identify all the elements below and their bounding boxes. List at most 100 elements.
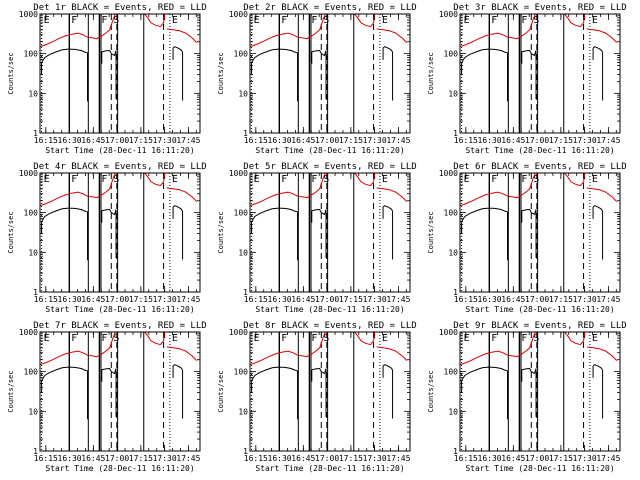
lld-series-line: [460, 332, 536, 366]
panel-title: Det 8r BLACK = Events, RED = LLD: [243, 321, 416, 331]
y-tick-label: 100: [234, 50, 249, 59]
x-tick-label: 16:45: [291, 454, 315, 463]
plot-frame: [39, 13, 201, 134]
x-tick-label: 17:15: [549, 136, 573, 145]
x-tick-label: 16:45: [501, 295, 525, 304]
chart-panel-1: Det 1r BLACK = Events, RED = LLD Counts/s…: [7, 3, 207, 155]
series-group: [460, 332, 618, 420]
marker-label: E: [464, 333, 470, 344]
lld-series-line: [564, 14, 586, 28]
events-series-line: [172, 46, 184, 53]
marker-label: E: [382, 15, 388, 26]
lld-series-line: [250, 14, 326, 48]
x-tick-label: 17:15: [129, 136, 153, 145]
x-tick-label: 17:45: [386, 295, 410, 304]
series-group: [460, 14, 618, 102]
plot-frame: [459, 13, 621, 134]
x-tick-label: 16:30: [268, 454, 292, 463]
lld-series-line: [250, 332, 326, 366]
x-tick-label: 16:45: [81, 454, 105, 463]
chart-panel-9: Det 9r BLACK = Events, RED = LLD Counts/s…: [427, 321, 627, 473]
series-group: [460, 173, 618, 261]
marker-label: E: [592, 333, 598, 344]
y-tick-label: 1: [33, 447, 38, 456]
marker-label: S: [323, 15, 329, 26]
marker-label: S: [533, 15, 539, 26]
marker-label: F: [101, 333, 107, 344]
y-tick-label: 1000: [439, 10, 458, 19]
x-axis-label: Start Time (28-Dec-11 16:11:20): [45, 464, 194, 473]
x-tick-label: 17:15: [549, 295, 573, 304]
y-axis-label: Counts/sec: [217, 211, 225, 253]
marker-label: F: [311, 174, 317, 185]
marker-label: E: [254, 15, 260, 26]
marker-label: F: [281, 333, 287, 344]
marker-label: E: [44, 333, 50, 344]
lld-series-line: [354, 332, 376, 346]
marker-label: F: [281, 174, 287, 185]
x-tick-label: 17:15: [339, 295, 363, 304]
chart-panel-8: Det 8r BLACK = Events, RED = LLD Counts/s…: [217, 321, 417, 473]
marker-label: E: [254, 174, 260, 185]
x-tick-label: 16:15: [34, 295, 58, 304]
series-group: [250, 173, 408, 261]
lld-series-line: [40, 173, 116, 207]
marker-label: F: [71, 15, 77, 26]
y-tick-label: 10: [448, 89, 458, 98]
marker-label: E: [592, 174, 598, 185]
x-tick-label: 16:15: [34, 136, 58, 145]
marker-label: E: [464, 15, 470, 26]
series-group: [40, 14, 198, 102]
x-tick-label: 16:15: [454, 454, 478, 463]
lld-series-line: [354, 14, 376, 28]
marker-label: S: [113, 333, 119, 344]
events-series-line: [172, 205, 184, 212]
x-tick-label: 17:45: [596, 136, 620, 145]
marker-label: F: [521, 174, 527, 185]
y-tick-label: 100: [234, 209, 249, 218]
x-tick-label: 16:30: [268, 136, 292, 145]
events-series-line: [521, 367, 537, 375]
x-tick-label: 16:30: [478, 295, 502, 304]
marker-label: S: [323, 333, 329, 344]
plot-frame: [39, 172, 201, 293]
events-series-line: [382, 364, 394, 371]
x-tick-label: 16:15: [454, 295, 478, 304]
y-tick-label: 1: [453, 447, 458, 456]
panel-title: Det 3r BLACK = Events, RED = LLD: [453, 3, 626, 13]
x-tick-label: 16:30: [58, 295, 82, 304]
events-series-line: [251, 48, 298, 63]
x-axis-label: Start Time (28-Dec-11 16:11:20): [255, 464, 404, 473]
y-tick-label: 100: [24, 50, 39, 59]
lld-series-line: [376, 187, 408, 202]
marker-label: S: [113, 174, 119, 185]
x-tick-label: 17:15: [339, 136, 363, 145]
x-tick-label: 16:45: [501, 454, 525, 463]
marker-label: F: [521, 15, 527, 26]
y-axis-label: Counts/sec: [7, 211, 15, 253]
x-tick-label: 17:30: [573, 136, 597, 145]
x-axis-label: Start Time (28-Dec-11 16:11:20): [465, 146, 614, 155]
plot-frame: [39, 331, 201, 452]
marker-label: E: [254, 333, 260, 344]
y-tick-label: 1000: [439, 328, 458, 337]
x-tick-label: 16:15: [454, 136, 478, 145]
x-tick-label: 16:45: [291, 295, 315, 304]
y-axis-label: Counts/sec: [427, 52, 435, 94]
series-group: [250, 14, 408, 102]
lld-series-line: [166, 28, 198, 43]
x-tick-label: 16:15: [34, 454, 58, 463]
x-tick-label: 17:30: [153, 454, 177, 463]
marker-label: S: [533, 333, 539, 344]
events-series-line: [461, 48, 508, 63]
y-tick-label: 100: [24, 209, 39, 218]
marker-label: F: [281, 15, 287, 26]
events-series-line: [461, 366, 508, 381]
y-axis-label: Counts/sec: [217, 52, 225, 94]
x-axis-label: Start Time (28-Dec-11 16:11:20): [45, 305, 194, 314]
lld-series-line: [40, 332, 116, 366]
events-series-line: [101, 49, 117, 57]
panel-title: Det 2r BLACK = Events, RED = LLD: [243, 3, 416, 13]
x-tick-label: 17:00: [525, 454, 549, 463]
